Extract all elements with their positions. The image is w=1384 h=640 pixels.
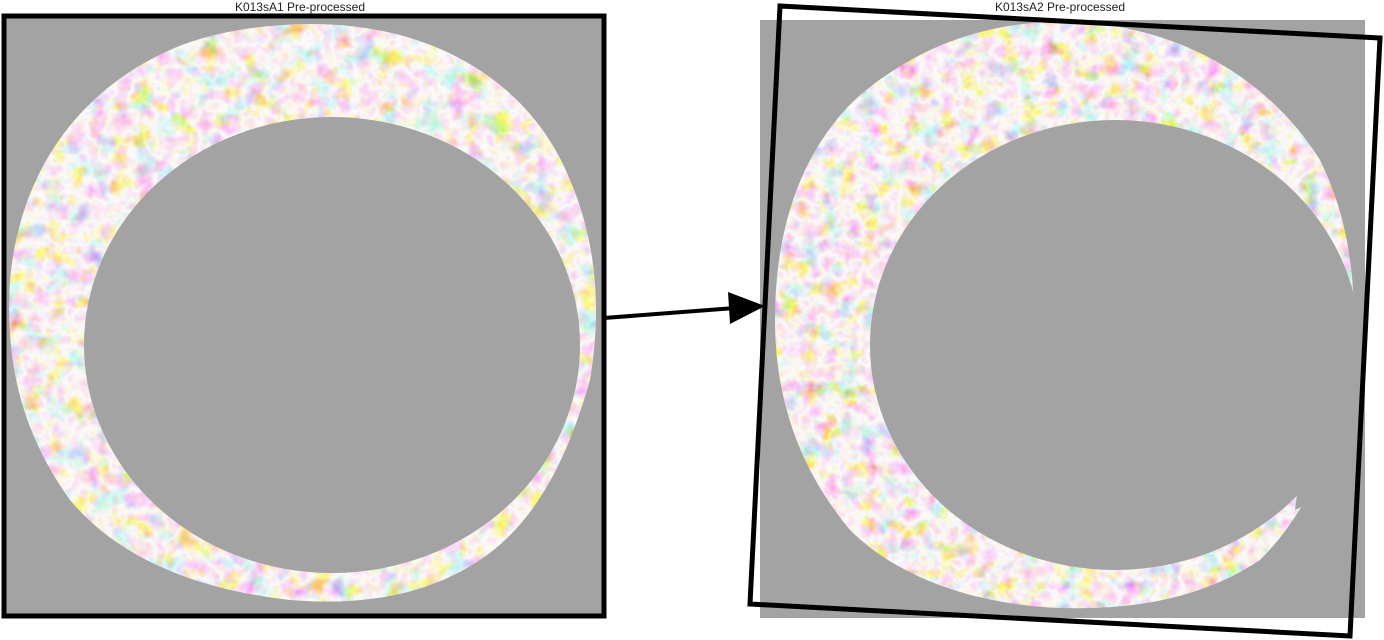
right-panel-frame-rotated xyxy=(747,3,1383,639)
left-surface-ring xyxy=(4,16,604,616)
panel-title-left: K013sA1 Pre-processed xyxy=(234,0,366,14)
right-panel xyxy=(747,3,1383,639)
left-panel xyxy=(1,13,607,619)
panel-title-right: K013sA2 Pre-processed xyxy=(994,0,1126,14)
right-surface-ring xyxy=(760,20,1365,618)
arrow-right-icon xyxy=(603,292,765,324)
